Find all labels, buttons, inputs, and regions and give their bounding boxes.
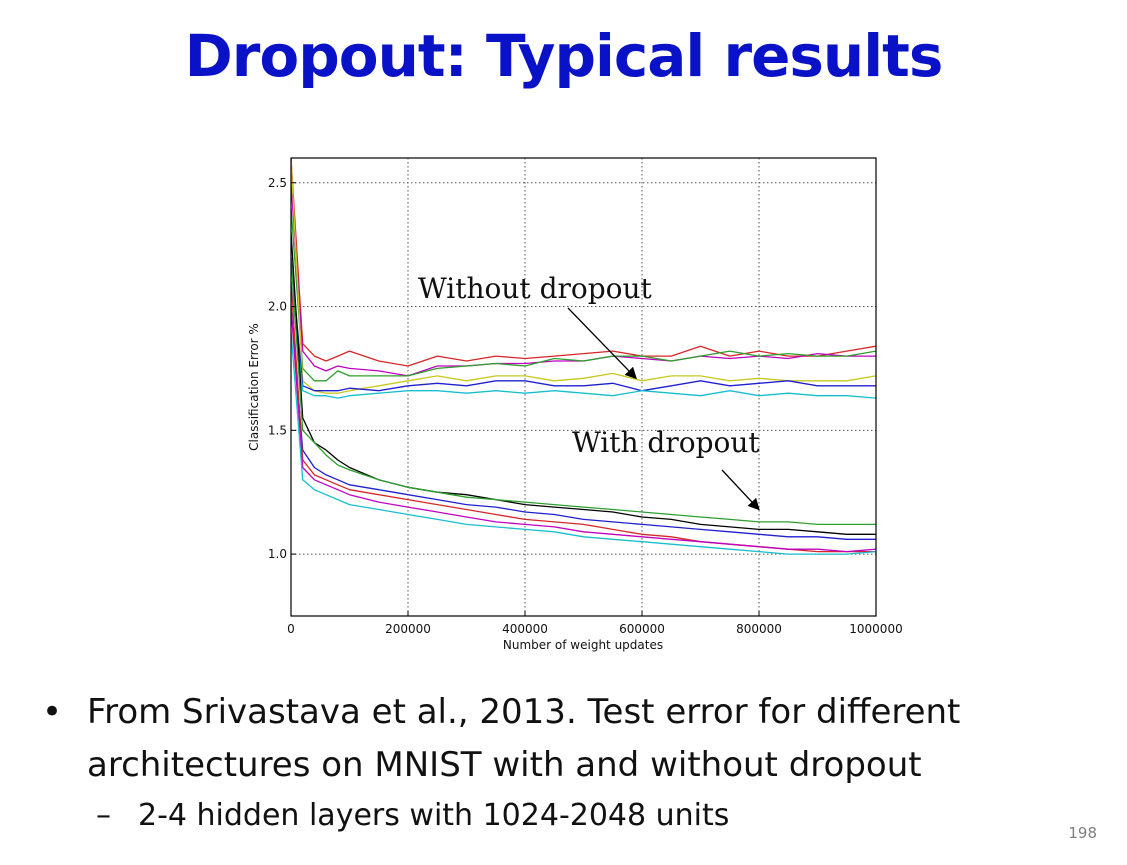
series-line-6 (291, 281, 876, 399)
grid-lines (291, 158, 876, 616)
x-tick-label: 200000 (385, 622, 431, 636)
y-tick-label: 2.5 (268, 176, 287, 190)
y-tick-label: 1.5 (268, 423, 287, 437)
x-tick-label: 800000 (736, 622, 782, 636)
bullet-text: From Srivastava et al., 2013. Test error… (87, 692, 961, 785)
series-line-7 (291, 232, 876, 535)
annotation-arrows (567, 307, 760, 511)
bullet-marker: • (42, 692, 63, 732)
series-line-10 (291, 281, 876, 553)
annotation-with-dropout: With dropout (572, 426, 760, 459)
sub-bullet-text: 2-4 hidden layers with 1024-2048 units (138, 798, 730, 833)
x-tick-label: 0 (287, 622, 295, 636)
series-line-5 (291, 256, 876, 392)
series-line-1 (291, 158, 876, 367)
error-chart: 0 200000 400000 600000 800000 1000000 1.0 1.5 2.… (247, 157, 903, 652)
series-line-9 (291, 306, 876, 540)
annotation-arrow (721, 469, 760, 511)
series-line-12 (291, 331, 876, 555)
x-tick-label: 400000 (502, 622, 548, 636)
series-line-11 (291, 306, 876, 553)
y-axis-label: Classification Error % (247, 323, 261, 451)
series-line-3 (291, 207, 876, 382)
plot-frame (290, 157, 877, 617)
sub-bullet-item: – 2-4 hidden layers with 1024-2048 units (40, 794, 1080, 838)
axis-ticks: 0 200000 400000 600000 800000 1000000 1.0 1.5 2.… (268, 176, 903, 636)
series-line-4 (291, 158, 876, 394)
bullet-item: • From Srivastava et al., 2013. Test err… (40, 686, 1080, 792)
series-lines (291, 158, 876, 555)
y-tick-label: 2.0 (268, 300, 287, 314)
page-number: 198 (1068, 824, 1097, 842)
bullet-list: • From Srivastava et al., 2013. Test err… (40, 686, 1080, 838)
annotation-without-dropout: Without dropout (418, 272, 653, 305)
x-axis-label: Number of weight updates (503, 638, 663, 652)
sub-bullet-marker: – (96, 798, 111, 833)
x-tick-label: 1000000 (849, 622, 902, 636)
annotation-arrow (567, 307, 637, 380)
slide-title: Dropout: Typical results (184, 22, 944, 90)
y-tick-label: 1.0 (268, 547, 287, 561)
x-tick-label: 600000 (619, 622, 665, 636)
series-line-8 (291, 256, 876, 526)
